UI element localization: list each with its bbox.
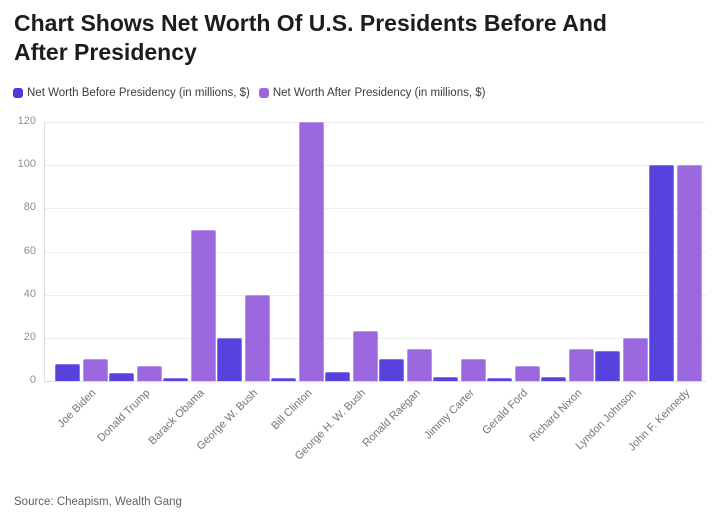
x-axis-label-gerald-ford: Gerald Ford — [480, 387, 531, 437]
bar-after-barack-obama — [190, 229, 216, 381]
bar-before-joe-biden — [54, 363, 80, 381]
bar-after-john-f-kennedy — [676, 165, 702, 381]
gridline-y-120 — [44, 122, 706, 123]
gridline-y-0 — [44, 381, 706, 382]
bar-after-richard-nixon — [568, 348, 594, 381]
bar-after-donald-trump — [136, 365, 162, 381]
y-axis-line — [44, 122, 45, 381]
gridline-y-100 — [44, 165, 706, 167]
bar-after-bill-clinton — [298, 122, 324, 381]
bar-before-gerald-ford — [486, 378, 512, 381]
bar-before-george-w-bush — [216, 337, 242, 381]
y-tick-label-40: 40 — [23, 287, 36, 300]
x-axis-label-richard-nixon: Richard Nixon — [527, 387, 585, 445]
y-tick-label-0: 0 — [29, 374, 36, 386]
y-tick-label-20: 20 — [23, 330, 36, 343]
x-axis-label-jimmy-carter: Jimmy Carter — [421, 387, 477, 442]
bar-before-bill-clinton — [270, 378, 296, 381]
bar-before-richard-nixon — [540, 376, 566, 381]
bar-after-george-h-w-bush — [352, 331, 378, 381]
chart-title-line1: Chart Shows Net Worth Of U.S. Presidents… — [14, 10, 607, 36]
source-text: Source: Cheapism, Wealth Gang — [14, 496, 182, 508]
y-tick-label-60: 60 — [23, 244, 36, 257]
bar-after-george-w-bush — [244, 294, 270, 381]
bar-before-george-h-w-bush — [324, 372, 350, 381]
legend-label-after: Net Worth After Presidency (in millions,… — [272, 87, 486, 99]
bar-after-joe-biden — [82, 359, 108, 381]
bar-before-jimmy-carter — [432, 376, 458, 381]
bar-before-john-f-kennedy — [648, 165, 674, 381]
bar-after-gerald-ford — [514, 365, 540, 381]
gridline-y-40 — [44, 294, 706, 296]
chart-title: Chart Shows Net Worth Of U.S. Presidents… — [14, 9, 607, 68]
legend-swatch-after-icon — [258, 88, 269, 98]
bar-before-lyndon-johnson — [594, 350, 620, 381]
x-axis-label-joe-biden: Joe Biden — [55, 387, 99, 431]
bar-after-ronald-raegan — [406, 348, 432, 381]
y-tick-label-100: 100 — [17, 158, 36, 171]
bar-before-barack-obama — [162, 378, 188, 381]
y-tick-label-80: 80 — [23, 201, 36, 214]
y-tick-label-120: 120 — [17, 115, 36, 127]
bar-after-jimmy-carter — [460, 359, 486, 381]
legend-item-before: Net Worth Before Presidency (in millions… — [13, 87, 250, 99]
bar-before-donald-trump — [108, 373, 134, 381]
gridline-y-80 — [44, 208, 706, 210]
chart-title-line2: After Presidency — [14, 39, 197, 66]
legend-label-before: Net Worth Before Presidency (in millions… — [27, 87, 250, 99]
bar-after-lyndon-johnson — [622, 337, 648, 381]
gridline-y-60 — [44, 251, 706, 253]
x-axis-label-ronald-raegan: Ronald Raegan — [359, 387, 423, 450]
x-axis-label-donald-trump: Donald Trump — [95, 387, 153, 445]
legend: Net Worth Before Presidency (in millions… — [13, 87, 485, 99]
bar-before-ronald-raegan — [378, 359, 404, 381]
x-axis-label-bill-clinton: Bill Clinton — [269, 387, 315, 433]
x-axis-label-barack-obama: Barack Obama — [146, 387, 207, 448]
legend-item-after: Net Worth After Presidency (in millions,… — [258, 87, 486, 99]
legend-swatch-before-icon — [13, 88, 23, 98]
